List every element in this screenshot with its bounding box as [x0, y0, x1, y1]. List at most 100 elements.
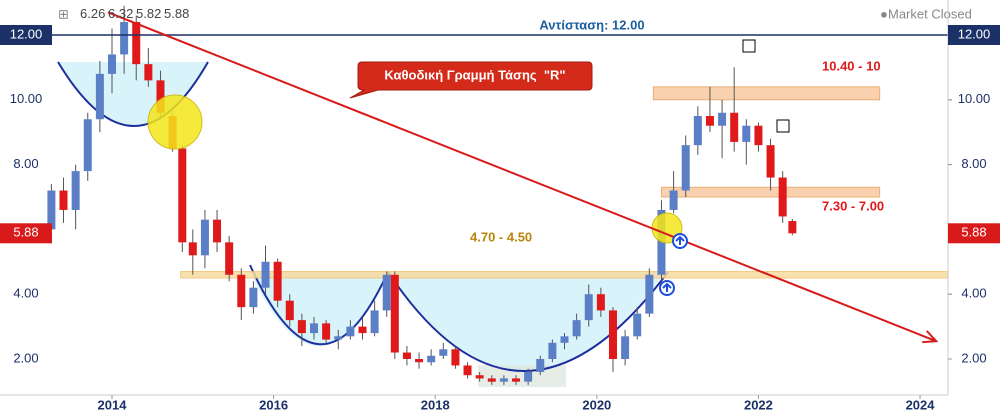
cup-curve: [249, 264, 389, 346]
candle-body: [621, 336, 630, 360]
candle-body: [596, 294, 605, 311]
candle-body: [705, 115, 714, 126]
candle-body: [451, 349, 460, 366]
candle-body: [297, 320, 306, 334]
candle-body: [213, 219, 222, 243]
trend-arrow: [922, 330, 939, 344]
trendline-label: Καθοδική Γραμμή Τάσης "R": [384, 67, 565, 82]
candle-body: [59, 190, 68, 210]
candle-body: [499, 378, 508, 382]
up-arrow-icon: [675, 235, 685, 245]
last-price-label: 5.88: [961, 225, 986, 240]
cup-fill: [250, 272, 665, 371]
candle-body: [524, 371, 533, 382]
candle-body: [370, 310, 379, 334]
last-price-box: [0, 223, 52, 244]
candle-body: [730, 112, 739, 142]
candle-body: [358, 326, 367, 334]
header-value: 6.26: [80, 6, 105, 21]
callout-box: [349, 61, 593, 99]
candle-body: [382, 274, 391, 311]
expand-icon: ⊞: [58, 6, 69, 21]
y-tick-label: 4.00: [13, 286, 38, 301]
candle-body: [778, 177, 787, 217]
candle-body: [390, 274, 399, 353]
candle-body: [681, 145, 690, 191]
y-tick-label: 10.00: [958, 91, 991, 106]
y-label-box: [948, 24, 1000, 45]
x-tick-label: 2024: [906, 397, 936, 412]
y-label-box: [0, 24, 52, 45]
last-price-box: [948, 223, 1000, 244]
candle-body: [439, 349, 448, 356]
candle-body: [693, 115, 702, 146]
y-tick-label: 4.00: [961, 286, 986, 301]
candle-body: [249, 287, 258, 308]
candle-body: [188, 242, 197, 256]
candle-body: [237, 274, 246, 308]
zone-label: 10.40 - 10: [822, 58, 881, 73]
candle-body: [334, 336, 343, 340]
hand-icon: [776, 119, 790, 133]
candle-body: [144, 64, 153, 81]
candle-body: [415, 359, 424, 363]
ohlc-header: 6.26 6.32 5.82 5.88: [80, 6, 189, 21]
x-tick-label: 2018: [421, 397, 450, 412]
cup-curve: [387, 271, 669, 372]
candle-body: [261, 261, 270, 288]
candle-body: [310, 323, 319, 334]
candle-body: [120, 22, 129, 55]
candle-body: [402, 352, 411, 360]
cup-curve: [57, 61, 209, 127]
y-tick-label: 2.00: [13, 350, 38, 365]
header-value: 5.88: [164, 6, 189, 21]
candle-body: [463, 365, 472, 376]
candle-body: [742, 125, 751, 142]
y-tick-label: 8.00: [961, 156, 986, 171]
candle-body: [487, 378, 496, 382]
up-arrow-icon: [662, 282, 672, 292]
header-value: 6.32: [108, 6, 133, 21]
candle-body: [475, 375, 484, 379]
candle-body: [346, 326, 355, 337]
y-tick-label: 12.00: [958, 26, 991, 41]
zone-label: 7.30 - 7.00: [822, 198, 884, 213]
candle-body: [71, 171, 80, 210]
candle-body: [548, 342, 557, 360]
zone: [180, 271, 949, 279]
candle-body: [107, 54, 116, 74]
candle-body: [47, 190, 56, 230]
candle-body: [645, 274, 654, 314]
y-tick-label: 10.00: [10, 91, 43, 106]
candle-body: [788, 220, 797, 234]
candle-body: [95, 73, 104, 120]
candle-body: [83, 119, 92, 172]
base-box: [478, 365, 566, 387]
candle-body: [178, 148, 187, 243]
zone-label: 4.70 - 4.50: [470, 229, 532, 244]
market-status: Market Closed: [888, 6, 972, 21]
x-tick-label: 2016: [259, 397, 288, 412]
candle-body: [560, 336, 569, 343]
candle-body: [754, 125, 763, 146]
candle-body: [156, 80, 165, 113]
candle-body: [572, 320, 581, 337]
candle-body: [512, 378, 521, 382]
candle-body: [285, 300, 294, 321]
zone: [652, 86, 881, 101]
hand-icon: [742, 39, 756, 53]
last-price-label: 5.88: [13, 225, 38, 240]
candle-body: [669, 190, 678, 210]
candle-body: [200, 219, 209, 256]
candle-body: [584, 294, 593, 321]
candle-body: [273, 261, 282, 301]
candle-body: [608, 310, 617, 360]
highlight-circle: [147, 94, 203, 150]
status-dot: ●: [880, 6, 888, 21]
y-tick-label: 8.00: [13, 156, 38, 171]
candle-body: [536, 359, 545, 372]
y-tick-label: 2.00: [961, 350, 986, 365]
candle-body: [427, 355, 436, 363]
candle-body: [132, 22, 141, 65]
